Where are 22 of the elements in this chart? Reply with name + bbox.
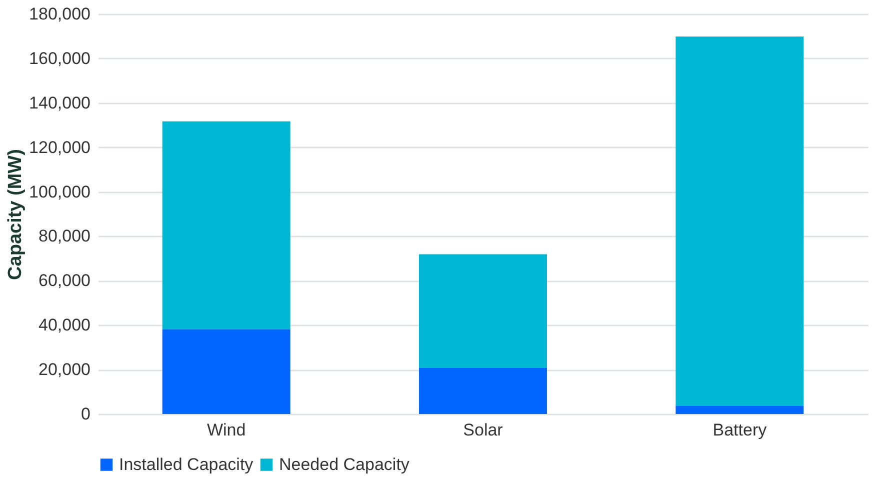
y-tick-label: 100,000	[29, 182, 90, 202]
bar	[419, 368, 547, 414]
y-tick-label: 0	[81, 404, 90, 424]
y-tick-label: 120,000	[29, 138, 90, 157]
y-tick-label: 80,000	[38, 226, 90, 246]
y-tick-label: 180,000	[29, 4, 90, 24]
legend-label: Needed Capacity	[279, 454, 410, 474]
y-tick-label: 160,000	[29, 48, 90, 68]
legend-label: Installed Capacity	[119, 454, 254, 474]
bar	[162, 121, 290, 330]
x-tick-label: Solar	[463, 420, 504, 440]
x-tick-label: Wind	[206, 420, 246, 440]
x-tick-label: Battery	[712, 420, 768, 440]
y-tick-label: 20,000	[38, 360, 90, 380]
bar	[676, 406, 804, 414]
y-axis-title: Capacity (MW)	[5, 149, 26, 280]
y-tick-label: 60,000	[38, 271, 90, 290]
y-tick-label: 140,000	[29, 93, 90, 112]
bar	[676, 36, 804, 406]
bar	[419, 254, 547, 368]
bar	[162, 329, 290, 414]
y-tick-label: 40,000	[38, 316, 90, 335]
